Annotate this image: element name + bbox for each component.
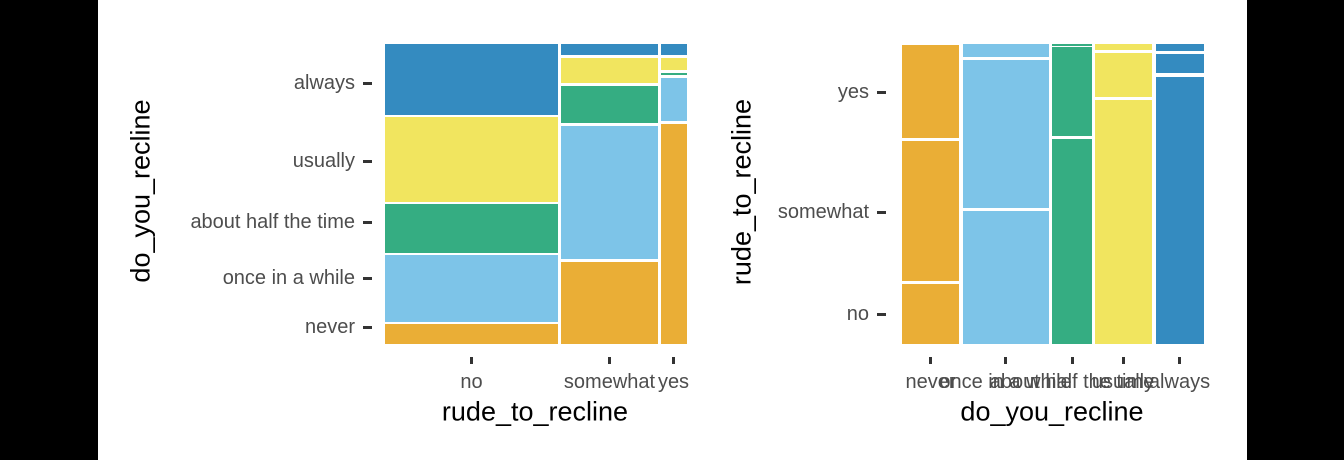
y-tick-somewhat <box>877 210 886 214</box>
y-tick-label-never: never <box>304 316 355 338</box>
mosaic-cell-never-yes <box>902 44 959 138</box>
x-tick-label-usually: usually <box>1091 371 1155 393</box>
mosaic-cell-always-somewhat <box>1155 54 1204 73</box>
mosaic-cell-about-half-the-time-no <box>1052 139 1092 344</box>
x-tick-label-about-half-the-time: about half the time <box>989 371 1155 393</box>
mosaic-cell-always-no <box>1155 76 1204 344</box>
x-tick-label-never: never <box>905 371 956 393</box>
mosaic-cell-somewhat-about-half-the-time <box>561 85 658 123</box>
x-tick-no <box>470 357 473 364</box>
x-axis-title: do_you_recline <box>960 396 1144 427</box>
mosaic-cell-yes-once-in-a-while <box>661 77 687 121</box>
mosaic-cell-somewhat-never <box>561 261 658 344</box>
x-tick-never <box>929 357 932 364</box>
y-tick-label-yes: yes <box>837 81 869 103</box>
y-tick-label-about-half-the-time: about half the time <box>190 211 355 233</box>
x-tick-always <box>1178 357 1181 364</box>
y-tick-usually <box>363 159 372 163</box>
x-tick-once-in-a-while <box>1004 357 1007 364</box>
x-tick-label-no: no <box>460 371 483 393</box>
mosaic-cell-usually-somewhat <box>1094 52 1152 97</box>
mosaic-cell-usually-yes <box>1094 44 1152 50</box>
mosaic-cell-once-in-a-while-no <box>962 211 1049 344</box>
y-tick-label-somewhat: somewhat <box>777 201 869 223</box>
x-tick-usually <box>1121 357 1125 364</box>
mosaic-cell-no-usually <box>385 117 558 202</box>
x-tick-somewhat <box>608 357 611 364</box>
mosaic-cell-yes-never <box>661 124 687 344</box>
x-tick-label-somewhat: somewhat <box>563 371 656 393</box>
letterbox-left <box>0 0 98 460</box>
mosaic-cell-no-about-half-the-time <box>385 204 558 253</box>
mosaic-cell-yes-usually <box>661 57 687 70</box>
y-tick-about-half-the-time <box>363 220 372 224</box>
x-tick-yes <box>672 357 675 364</box>
y-tick-label-once-in-a-while: once in a while <box>222 267 355 289</box>
mosaic-cell-once-in-a-while-somewhat <box>962 60 1049 208</box>
mosaic-cell-somewhat-always <box>561 44 658 55</box>
mosaic-cell-yes-always <box>661 44 687 55</box>
mosaic-cell-always-yes <box>1155 44 1204 51</box>
y-tick-always <box>363 81 372 85</box>
y-tick-label-always: always <box>293 72 355 94</box>
y-tick-label-no: no <box>846 303 869 325</box>
mosaic-cell-never-somewhat <box>902 140 959 281</box>
y-tick-once-in-a-while <box>363 276 372 280</box>
letterbox-right <box>1247 0 1344 460</box>
x-axis-title: rude_to_recline <box>441 396 629 427</box>
y-tick-yes <box>877 90 886 94</box>
mosaic-cell-usually-no <box>1094 100 1152 344</box>
y-tick-never <box>363 325 372 329</box>
x-tick-about-half-the-time <box>1070 357 1074 364</box>
mosaic-cell-no-always <box>385 44 558 115</box>
y-axis-title: rude_to_recline <box>726 98 757 286</box>
mosaic-cell-about-half-the-time-yes <box>1052 44 1092 46</box>
mosaic-cell-about-half-the-time-somewhat <box>1052 47 1092 136</box>
x-tick-label-always: always <box>1148 371 1211 393</box>
x-tick-label-once-in-a-while: once in a while <box>939 371 1072 393</box>
mosaic-cell-never-no <box>902 283 959 344</box>
mosaic-cell-yes-about-half-the-time <box>661 72 687 75</box>
y-tick-label-usually: usually <box>292 150 355 172</box>
x-tick-label-yes: yes <box>657 371 690 393</box>
mosaic-cell-no-once-in-a-while <box>385 254 558 322</box>
mosaic-cell-somewhat-once-in-a-while <box>561 125 658 259</box>
y-tick-no <box>877 312 886 316</box>
mosaic-cell-once-in-a-while-yes <box>962 44 1049 57</box>
mosaic-cell-somewhat-usually <box>561 57 658 83</box>
mosaic-cell-no-never <box>385 324 558 344</box>
